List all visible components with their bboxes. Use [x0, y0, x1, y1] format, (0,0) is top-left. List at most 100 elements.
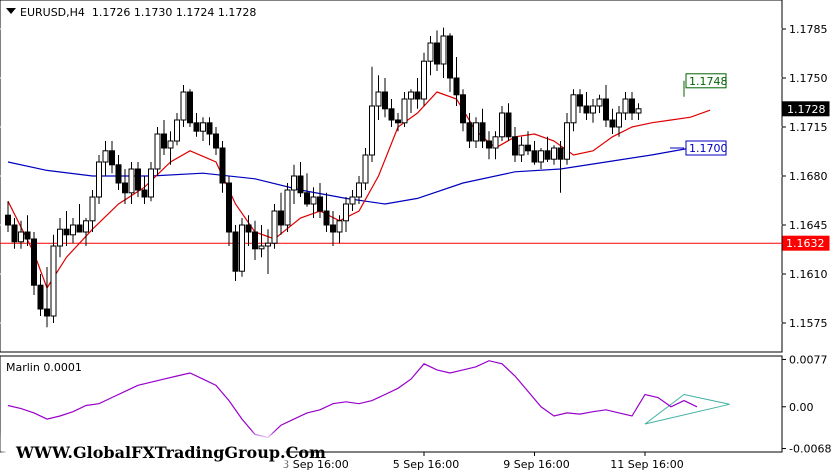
candle-bear [505, 112, 512, 138]
triangle-pattern [644, 393, 730, 425]
candle-bull [375, 91, 382, 107]
collapse-arrow-icon[interactable] [6, 8, 16, 14]
candle-bull [421, 60, 427, 100]
candle-bull [239, 224, 245, 272]
candle-bear [115, 164, 122, 184]
candle-bear [460, 94, 466, 124]
candle-bull [362, 154, 369, 184]
candle-bull [128, 168, 135, 194]
candle-bear [323, 210, 330, 226]
candle-bull [518, 144, 525, 156]
candle-bear [317, 196, 323, 212]
indicator-tick-label: 0.00 [789, 401, 814, 414]
time-tick-label: 9 Sep 16:00 [503, 458, 569, 471]
candle-bull [622, 98, 629, 114]
candles [5, 27, 642, 328]
candle-bull [154, 133, 161, 170]
candle-bear [466, 122, 473, 142]
candle-bear [382, 91, 388, 110]
price-tick-label: 1.1785 [789, 23, 828, 36]
candle-bull [596, 98, 603, 107]
time-axis: 3 Sep 16:00 5 Sep 16:00 9 Sep 16:00 11 Sep … [282, 452, 684, 471]
candle-bear [609, 119, 616, 128]
candle-bull [590, 105, 596, 114]
candle-bull [369, 105, 375, 156]
candle-bull [310, 196, 317, 205]
candle-bear [544, 150, 551, 160]
candle-bear [583, 105, 590, 114]
candle-bull [89, 196, 96, 222]
time-tick-label: 11 Sep 16:00 [610, 458, 683, 471]
level-tag-box [782, 235, 830, 251]
candle-bull [564, 122, 570, 160]
candle-bull [401, 98, 408, 124]
candle-bull [180, 91, 187, 121]
candle-bear [304, 192, 310, 205]
indicator-axis: 0.0077 0.00 -0.0068 [782, 353, 831, 456]
candle-bear [193, 122, 200, 132]
candle-bear [213, 133, 219, 149]
candle-bull [174, 119, 180, 142]
candle-bear [37, 284, 44, 310]
price-tick-label: 1.1750 [789, 72, 828, 85]
candle-bull [96, 161, 102, 198]
time-tick-label: 3 Sep 16:00 [282, 458, 348, 471]
candle-bull [343, 203, 349, 222]
candle-bull [50, 245, 57, 317]
candle-bear [187, 91, 193, 124]
candle-bull [473, 122, 479, 142]
price-tick-label: 1.1645 [789, 219, 828, 232]
candle-bear [557, 147, 564, 160]
candle-bear [24, 231, 31, 240]
candle-bear [395, 119, 401, 124]
candle-bear [278, 210, 284, 226]
level-tag-label: 1.1748 [689, 75, 728, 88]
candle-bull [492, 136, 499, 149]
candle-bull [271, 210, 278, 244]
candle-bull [83, 220, 89, 233]
triangle-outline [644, 393, 730, 425]
current-price-box [782, 101, 830, 117]
candle-bull [70, 224, 76, 236]
candle-bull [499, 112, 505, 138]
candle-bear [531, 150, 538, 163]
candle-bear [388, 108, 395, 121]
candle-bull [570, 94, 577, 124]
marlin-path [7, 360, 698, 439]
candle-bull [284, 189, 291, 226]
horizontal-levels [0, 80, 782, 244]
candle-bear [297, 175, 304, 194]
candle-bear [603, 98, 609, 121]
candle-bull [427, 42, 434, 62]
candle-bear [44, 308, 50, 317]
candle-bear [226, 182, 232, 233]
price-tick-label: 1.1680 [789, 170, 828, 183]
candle-bull [616, 112, 622, 128]
candle-bear [76, 224, 83, 233]
candle-bull [102, 150, 109, 163]
watermark: WWW.GlobalFXTradingGroup.Com [6, 438, 326, 466]
level-tags: 1.1748 1.1700 1.1632 1.1728 [685, 73, 830, 251]
candle-bull [349, 196, 356, 205]
price-tick-label: 1.1610 [789, 268, 828, 281]
candle-bear [63, 228, 70, 236]
price-axis: 1.1785 1.1750 1.1715 1.1680 1.1645 1.1610 1.15… [782, 23, 828, 330]
candle-bear [577, 94, 583, 107]
level-tag-label: 1.1700 [689, 142, 728, 155]
candle-bear [232, 231, 239, 272]
candle-bear [141, 189, 148, 198]
price-tick-label: 1.1575 [789, 317, 828, 330]
candle-bull [336, 220, 343, 233]
candle-bear [330, 224, 336, 233]
time-tick-label: 5 Sep 16:00 [393, 458, 459, 471]
candle-bull [258, 245, 265, 250]
fast-ma-path [7, 91, 711, 290]
chart-title: EURUSD,H4 1.1726 1.1730 1.1724 1.1728 [20, 6, 256, 19]
candle-bear [245, 224, 252, 233]
candle-bull [200, 122, 206, 132]
candle-bull [57, 228, 63, 247]
candle-bear [629, 98, 635, 114]
level-tag-box [685, 140, 727, 156]
candle-bear [161, 133, 167, 149]
candle-bull [440, 35, 447, 65]
